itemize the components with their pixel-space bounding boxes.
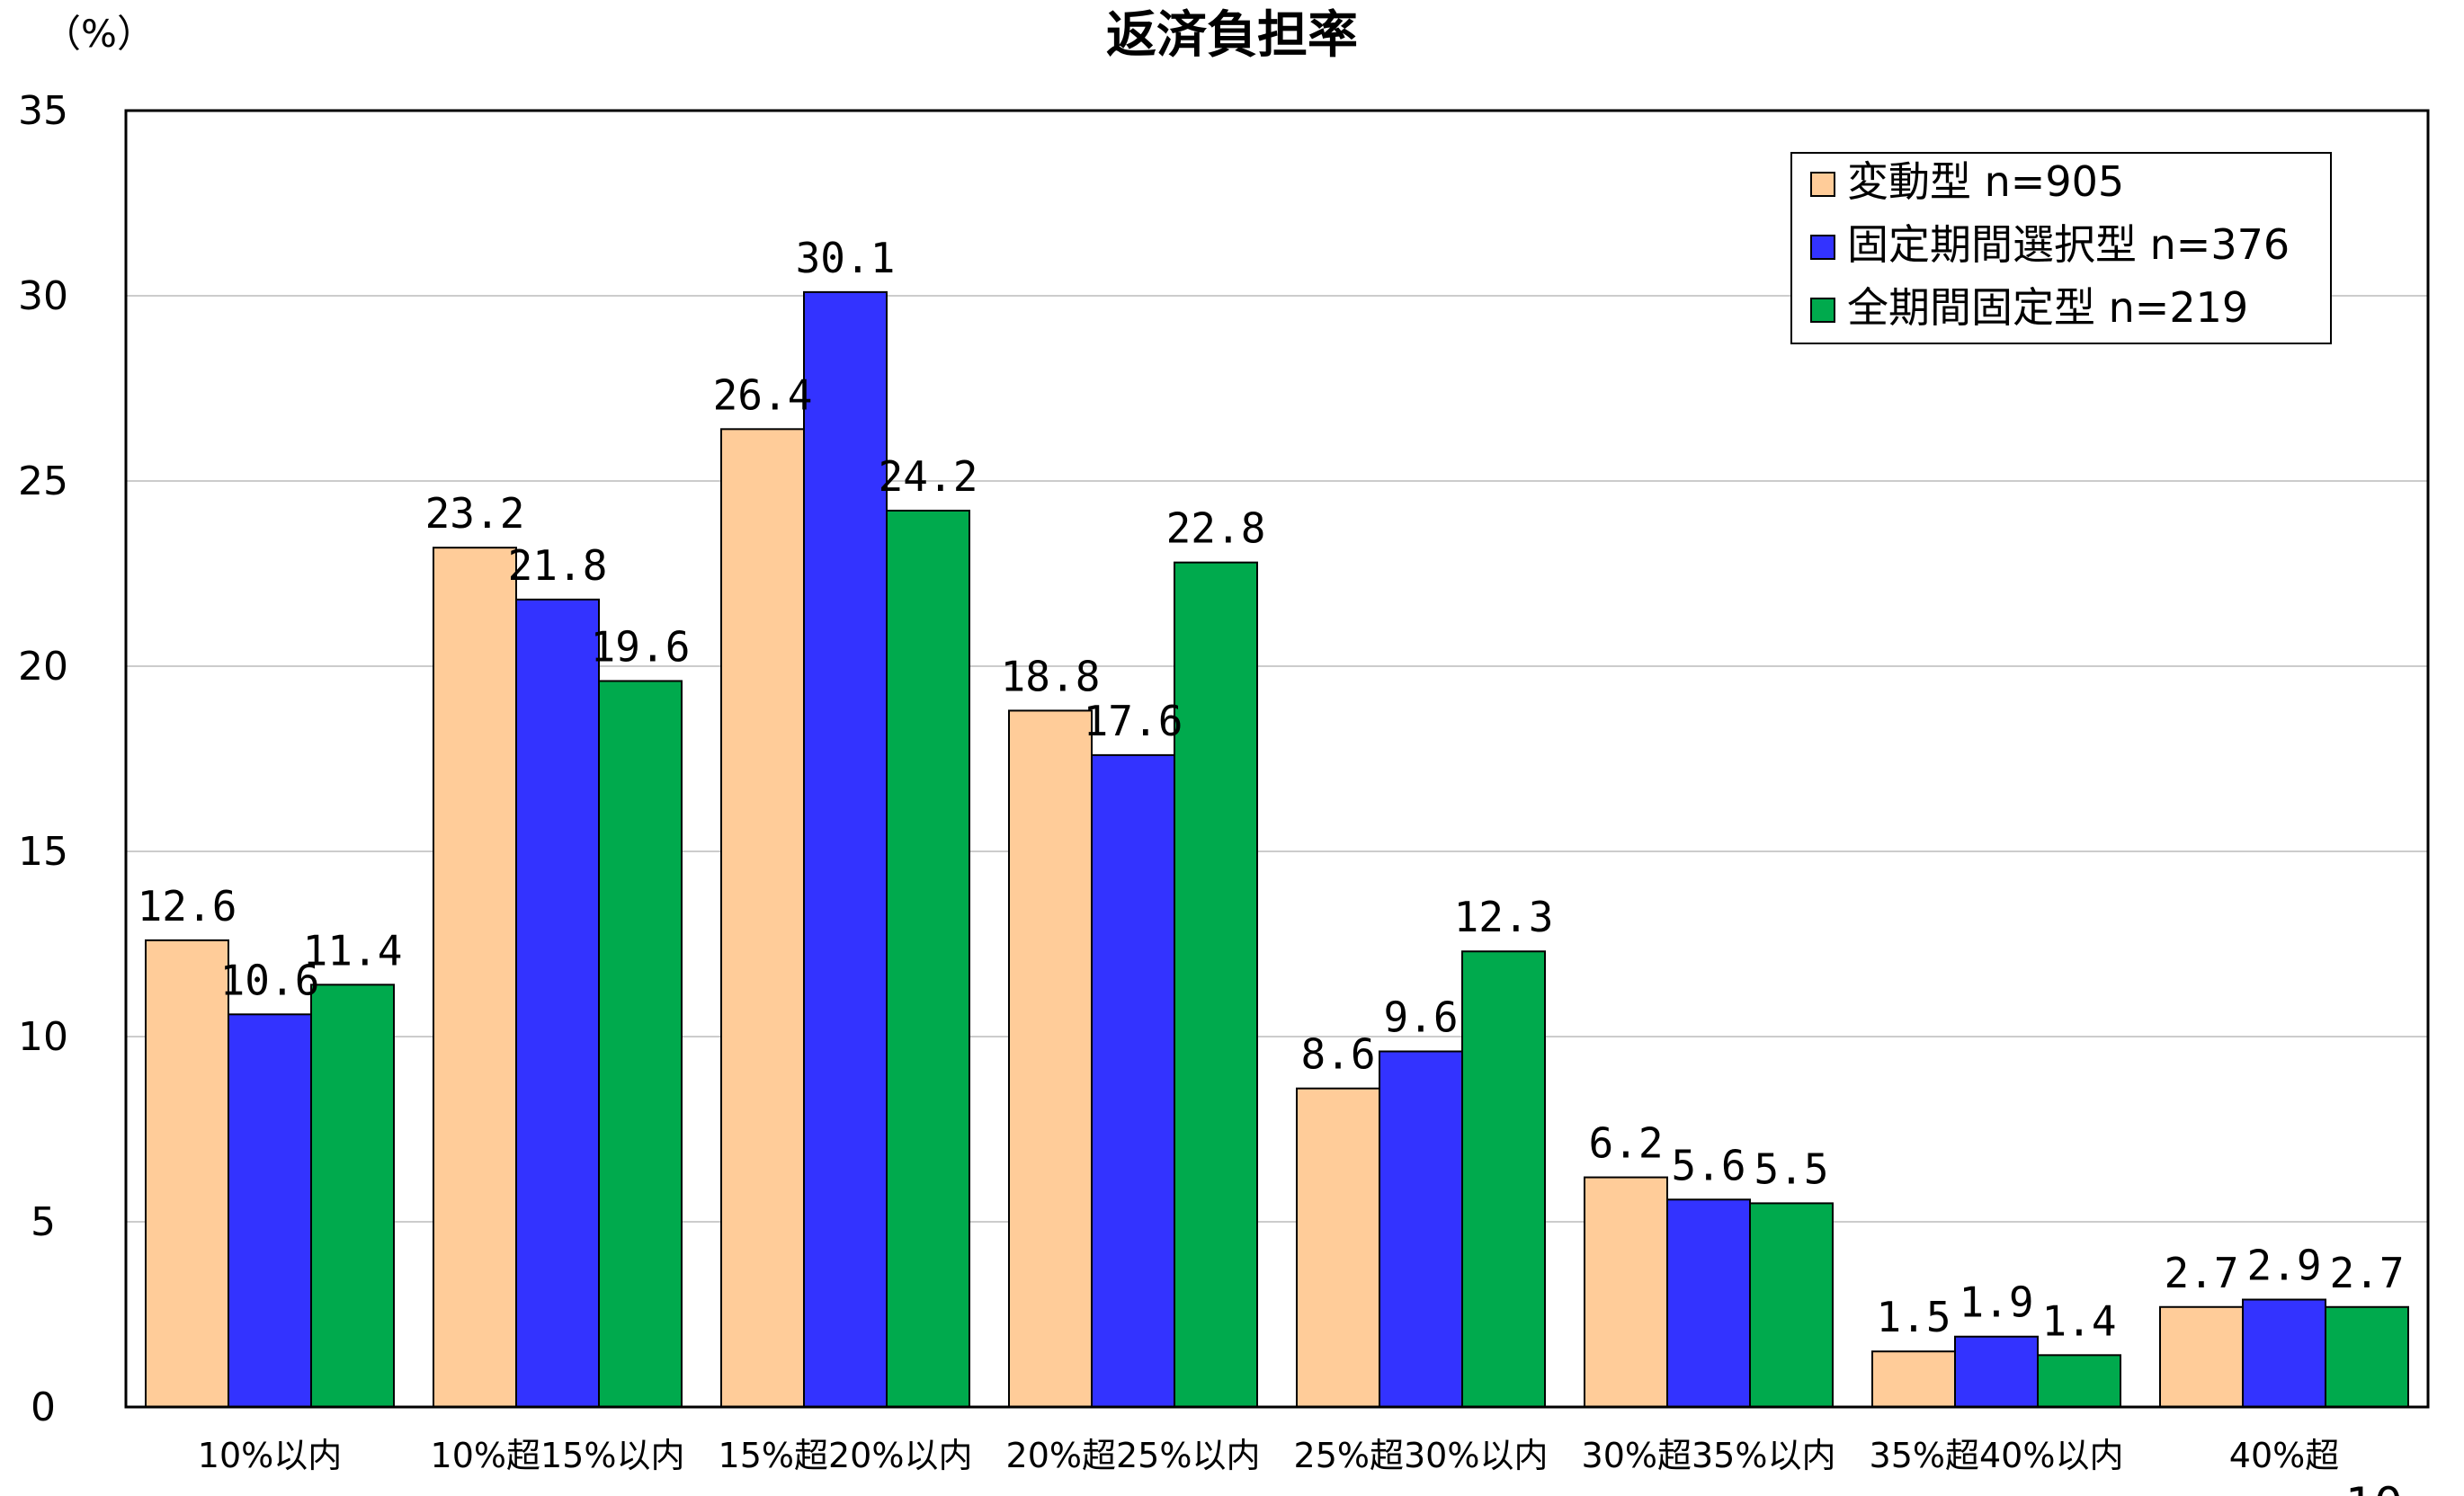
bar-1-7: [1871, 1350, 1956, 1408]
bar-2-4: [1091, 753, 1175, 1408]
page-number: 10: [2345, 1478, 2403, 1496]
y-tick-label: 15: [18, 829, 68, 875]
legend-box: [1790, 152, 2332, 344]
y-axis-ticks: 0 5 10 15 20 25 30 35: [18, 88, 68, 1430]
bar-1-5: [1296, 1087, 1380, 1409]
bar-3-6: [1749, 1202, 1834, 1409]
data-label: 5.6: [1671, 1141, 1745, 1189]
bar-3-7: [2037, 1354, 2121, 1408]
legend-swatch: [1810, 298, 1835, 323]
bar-1-8: [2159, 1305, 2244, 1409]
data-label: 9.6: [1383, 993, 1458, 1041]
data-label: 22.8: [1166, 504, 1266, 553]
y-tick-label: 20: [18, 644, 68, 690]
bar-1-1: [145, 939, 229, 1408]
data-label: 10.6: [220, 956, 320, 1004]
bar-2-7: [1954, 1335, 2039, 1408]
bars: [145, 290, 2409, 1409]
data-label: 24.2: [879, 452, 978, 501]
x-tick-label: 20%超25%以内: [1006, 1436, 1261, 1475]
data-label: 2.7: [2329, 1249, 2404, 1297]
bar-3-2: [598, 680, 683, 1408]
x-tick-label: 15%超20%以内: [719, 1436, 973, 1475]
data-label: 21.8: [508, 541, 608, 590]
bar-1-3: [720, 428, 805, 1409]
data-label: 23.2: [425, 489, 525, 538]
x-tick-label: 30%超35%以内: [1582, 1436, 1836, 1475]
data-label: 12.3: [1454, 893, 1554, 941]
data-label: 17.6: [1084, 697, 1183, 745]
data-label: 2.7: [2164, 1249, 2238, 1297]
data-label: 1.9: [1959, 1278, 2033, 1327]
y-axis-unit-label: （%）: [43, 12, 155, 56]
bar-1-6: [1584, 1176, 1668, 1409]
y-tick-label: 30: [18, 273, 68, 319]
x-tick-label: 10%超15%以内: [431, 1436, 685, 1475]
data-label: 1.5: [1876, 1293, 1951, 1341]
bar-2-3: [803, 290, 888, 1408]
x-tick-label: 35%超40%以内: [1870, 1436, 2124, 1475]
y-tick-label: 25: [18, 459, 68, 504]
bar-2-2: [515, 598, 600, 1408]
legend: 変動型 n=905 固定期間選択型 n=376 全期間固定型 n=219: [1790, 152, 2332, 344]
data-label: 18.8: [1001, 652, 1101, 700]
bar-3-1: [310, 984, 395, 1408]
chart-title: 返済負担率: [1106, 6, 1358, 65]
data-label: 30.1: [796, 234, 896, 282]
legend-swatch: [1810, 235, 1835, 260]
data-label: 26.4: [713, 370, 813, 419]
y-tick-label: 35: [18, 88, 68, 134]
data-label: 11.4: [303, 926, 403, 975]
data-label: 12.6: [138, 882, 237, 931]
data-label: 19.6: [591, 622, 691, 671]
x-tick-label: 10%以内: [198, 1436, 342, 1475]
data-label: 1.4: [2041, 1296, 2116, 1345]
data-labels: 12.6 10.611.4 23.221.8 19.6 26.4 30.1 24.2 18.8…: [138, 234, 2405, 1345]
y-tick-label: 0: [31, 1385, 56, 1430]
data-label: 2.9: [2246, 1242, 2321, 1290]
data-label: 6.2: [1588, 1119, 1663, 1168]
bar-3-5: [1461, 950, 1546, 1408]
bar-3-4: [1174, 561, 1258, 1408]
plot-area-frame: [124, 109, 2430, 1409]
legend-label: 変動型 n=905: [1847, 157, 2124, 206]
x-axis-ticks: 10%以内 10%超15%以内 15%超20%以内 20%超25%以内 25%超30%以…: [198, 1436, 2339, 1475]
bar-2-1: [228, 1013, 312, 1409]
bar-3-8: [2325, 1305, 2409, 1409]
bar-2-6: [1666, 1198, 1751, 1409]
y-tick-label: 5: [31, 1199, 56, 1245]
bar-1-4: [1008, 709, 1093, 1408]
y-tick-label: 10: [18, 1014, 68, 1060]
bar-3-3: [886, 509, 970, 1408]
x-tick-label: 25%超30%以内: [1294, 1436, 1549, 1475]
bar-2-5: [1379, 1050, 1463, 1408]
data-label: 8.6: [1300, 1030, 1375, 1079]
legend-swatch: [1810, 172, 1835, 197]
legend-label: 全期間固定型 n=219: [1847, 283, 2248, 332]
bar-1-2: [433, 547, 517, 1408]
legend-label: 固定期間選択型 n=376: [1847, 220, 2290, 269]
data-label: 5.5: [1754, 1144, 1828, 1193]
bar-2-8: [2242, 1298, 2326, 1409]
x-tick-label: 40%超: [2229, 1436, 2339, 1475]
